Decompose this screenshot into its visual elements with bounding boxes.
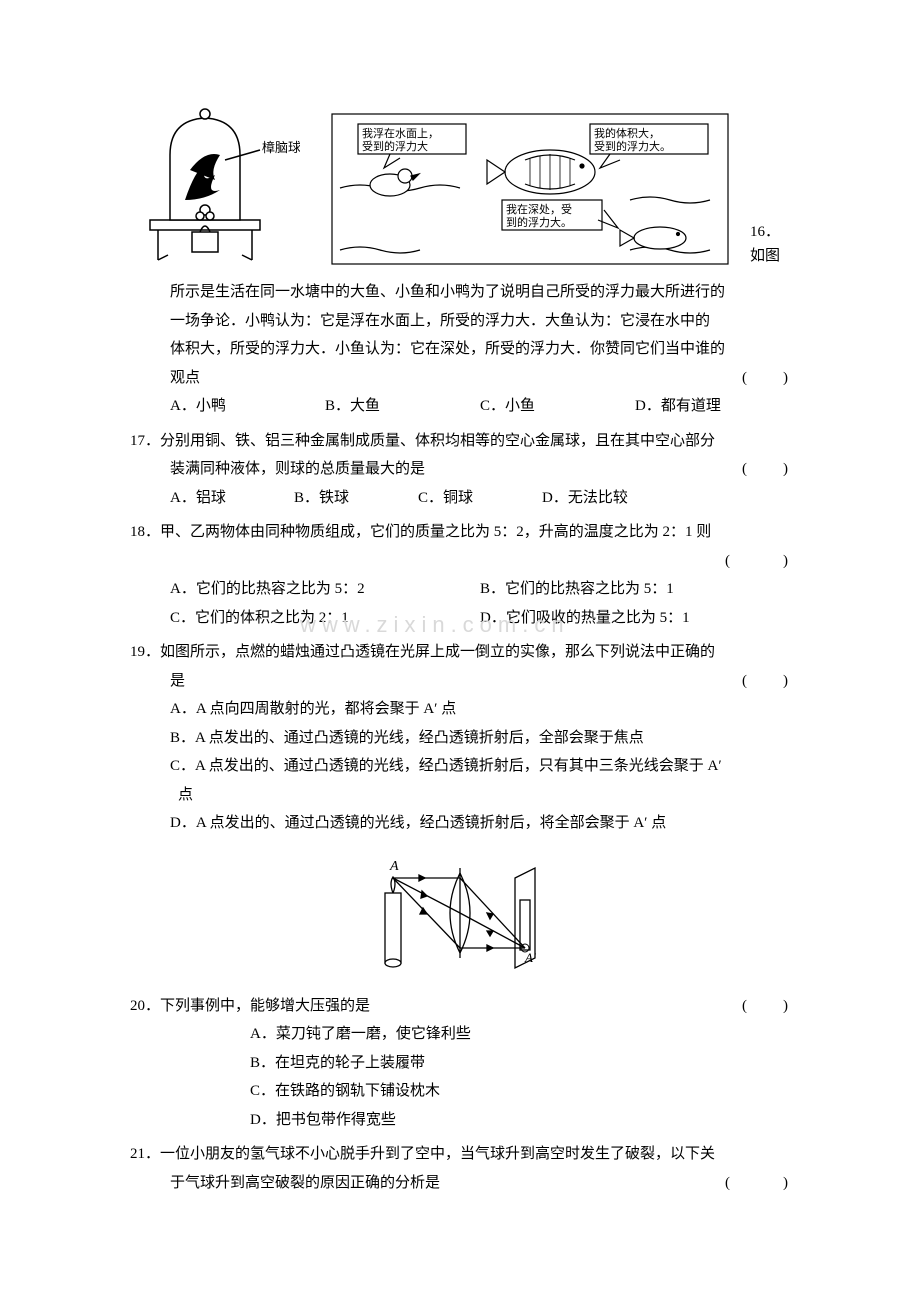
q20-opt-b: B．在坦克的轮子上装履带 bbox=[250, 1049, 790, 1078]
question-19: 19．如图所示，点燃的蜡烛通过凸透镜在光屏上成一倒立的实像，那么下列说法中正确的… bbox=[130, 638, 790, 838]
lens-label-a: A bbox=[389, 859, 399, 874]
q20-opt-d: D．把书包带作得宽些 bbox=[250, 1106, 790, 1135]
q18-opt-b: B．它们的比热容之比为 5：1 bbox=[480, 575, 790, 604]
lamp-label: 樟脑球 bbox=[262, 140, 300, 155]
q19-line1: 如图所示，点燃的蜡烛通过凸透镜在光屏上成一倒立的实像，那么下列说法中正确的 bbox=[160, 644, 715, 660]
duck-speech-l2: 受到的浮力大 bbox=[362, 139, 428, 153]
question-20: 20．下列事例中，能够增大压强的是 ( ) A．菜刀钝了磨一磨，使它锋利些 B．… bbox=[130, 992, 790, 1135]
q18-paren: ( ) bbox=[725, 553, 790, 569]
question-17: 17．分别用铜、铁、铝三种金属制成质量、体积均相等的空心金属球，且在其中空心部分… bbox=[130, 427, 790, 513]
q21-paren: ( ) bbox=[725, 1169, 790, 1198]
q20-options: A．菜刀钝了磨一磨，使它锋利些 B．在坦克的轮子上装履带 C．在铁路的钢轨下铺设… bbox=[130, 1020, 790, 1134]
q17-number: 17． bbox=[130, 433, 160, 449]
q21-number: 21． bbox=[130, 1146, 160, 1162]
question-21: 21．一位小朋友的氢气球不小心脱手升到了空中，当气球升到高空时发生了破裂，以下关… bbox=[130, 1140, 790, 1197]
q16-opt-a: A．小鸭 bbox=[170, 392, 325, 421]
q18-line1: 甲、乙两物体由同种物质组成，它们的质量之比为 5：2，升高的温度之比为 2：1 … bbox=[160, 524, 711, 540]
q16-line3: 体积大，所受的浮力大．小鱼认为：它在深处，所受的浮力大．你赞同它们当中谁的 bbox=[130, 335, 790, 364]
q16-figure-row: 樟脑球 bbox=[130, 100, 790, 278]
q16-lead: 如图 bbox=[750, 248, 780, 264]
q16-line2: 一场争论．小鸭认为：它是浮在水面上，所受的浮力大．大鱼认为：它浸在水中的 bbox=[130, 307, 790, 336]
q16-opt-b: B．大鱼 bbox=[325, 392, 480, 421]
q16-opt-c: C．小鱼 bbox=[480, 392, 635, 421]
q19-opt-b: B．A 点发出的、通过凸透镜的光线，经凸透镜折射后，全部会聚于焦点 bbox=[130, 724, 790, 753]
q18-opt-a: A．它们的比热容之比为 5：2 bbox=[170, 575, 480, 604]
q16-number: 16． bbox=[750, 224, 780, 240]
q19-opt-c-cont: 点 bbox=[130, 781, 790, 810]
q20-opt-c: C．在铁路的钢轨下铺设枕木 bbox=[250, 1077, 790, 1106]
q17-opt-b: B．铁球 bbox=[294, 484, 418, 513]
q18-options: A．它们的比热容之比为 5：2 B．它们的比热容之比为 5：1 C．它们的体积之… bbox=[130, 575, 790, 632]
q19-opt-d: D．A 点发出的、通过凸透镜的光线，经凸透镜折射后，将全部会聚于 A′ 点 bbox=[130, 809, 790, 838]
figure-fish-duck: 我浮在水面上， 受到的浮力大 我的体积大， 受到的浮力大。 我在深处，受 到的浮… bbox=[330, 110, 730, 270]
q17-opt-c: C．铜球 bbox=[418, 484, 542, 513]
figure-lamp: 樟脑球 bbox=[130, 100, 300, 270]
q21-line2: 于气球升到高空破裂的原因正确的分析是 bbox=[170, 1169, 725, 1198]
q17-opt-a: A．铝球 bbox=[170, 484, 294, 513]
q17-opt-d: D．无法比较 bbox=[542, 484, 790, 513]
q19-paren: ( ) bbox=[742, 667, 790, 696]
q17-line2: 装满同种液体，则球的总质量最大的是 bbox=[170, 455, 742, 484]
q16-opt-d: D．都有道理 bbox=[635, 392, 790, 421]
question-16: 所示是生活在同一水塘中的大鱼、小鱼和小鸭为了说明自己所受的浮力最大所进行的 一场… bbox=[130, 278, 790, 421]
q17-options: A．铝球 B．铁球 C．铜球 D．无法比较 bbox=[130, 484, 790, 513]
smallfish-speech-l2: 到的浮力大。 bbox=[506, 215, 572, 229]
q16-line4: 观点 bbox=[170, 364, 742, 393]
q18-opt-d: D．它们吸收的热量之比为 5：1 bbox=[480, 604, 790, 633]
q19-opt-a: A．A 点向四周散射的光，都将会聚于 A′ 点 bbox=[130, 695, 790, 724]
q19-line2: 是 bbox=[170, 667, 742, 696]
q16-paren: ( ) bbox=[742, 364, 790, 393]
q21-line1: 一位小朋友的氢气球不小心脱手升到了空中，当气球升到高空时发生了破裂，以下关 bbox=[160, 1146, 715, 1162]
smallfish-speech-l1: 我在深处，受 bbox=[506, 203, 572, 216]
duck-speech-l1: 我浮在水面上， bbox=[362, 127, 439, 140]
q20-paren: ( ) bbox=[782, 992, 790, 1021]
q16-line1: 所示是生活在同一水塘中的大鱼、小鱼和小鸭为了说明自己所受的浮力最大所进行的 bbox=[130, 278, 790, 307]
q19-number: 19． bbox=[130, 644, 160, 660]
q17-paren: ( ) bbox=[742, 455, 790, 484]
q20-line1: 下列事例中，能够增大压强的是 bbox=[160, 998, 370, 1014]
q20-opt-a: A．菜刀钝了磨一磨，使它锋利些 bbox=[250, 1020, 790, 1049]
q18-opt-c: C．它们的体积之比为 2：1 bbox=[170, 604, 480, 633]
q18-number: 18． bbox=[130, 524, 160, 540]
q17-line1: 分别用铜、铁、铝三种金属制成质量、体积均相等的空心金属球，且在其中空心部分 bbox=[160, 433, 715, 449]
bigfish-speech-l1: 我的体积大， bbox=[594, 126, 660, 140]
q19-opt-c: C．A 点发出的、通过凸透镜的光线，经凸透镜折射后，只有其中三条光线会聚于 A′ bbox=[130, 752, 790, 781]
q16-options: A．小鸭 B．大鱼 C．小鱼 D．都有道理 bbox=[130, 392, 790, 421]
bigfish-speech-l2: 受到的浮力大。 bbox=[594, 139, 671, 153]
q20-number: 20． bbox=[130, 998, 160, 1014]
question-18: 18．甲、乙两物体由同种物质组成，它们的质量之比为 5：2，升高的温度之比为 2… bbox=[130, 518, 790, 632]
figure-lens: A A′ bbox=[130, 848, 790, 978]
